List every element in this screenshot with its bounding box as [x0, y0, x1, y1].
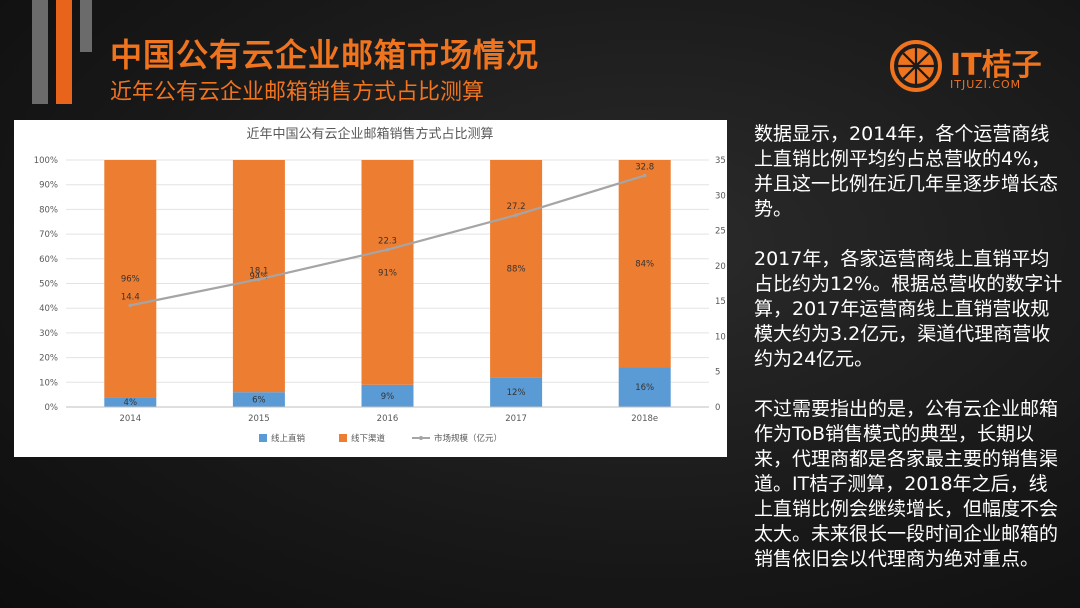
- bar-online: [104, 397, 157, 407]
- data-label-online: 12%: [507, 388, 526, 398]
- y2-tick-label: 30: [715, 191, 726, 201]
- page-title: 中国公有云企业邮箱市场情况: [110, 36, 540, 74]
- y2-tick-label: 10: [715, 332, 726, 342]
- y-tick-label: 90%: [39, 181, 58, 191]
- y2-tick-label: 5: [715, 368, 720, 378]
- x-tick-label: 2017: [505, 414, 527, 424]
- y-tick-label: 100%: [34, 156, 58, 166]
- y-axis-right: 0 5 10 15 20 25 30 35: [715, 156, 726, 413]
- data-label-online: 9%: [381, 392, 395, 402]
- y-tick-label: 10%: [39, 378, 58, 388]
- chart-svg: 近年中国公有云企业邮箱销售方式占比测算 0% 10% 20% 30% 40% 50% 60%…: [34, 126, 726, 444]
- data-label-offline: 91%: [378, 268, 397, 278]
- x-tick-label: 2015: [248, 414, 270, 424]
- legend-swatch: [339, 434, 347, 442]
- x-tick-label: 2018e: [631, 414, 658, 424]
- logo-domain: ITJUZI.COM: [950, 78, 1022, 91]
- decor-bar-orange: [56, 0, 72, 104]
- chart-legend: 线上直销 线下渠道 市场规模（亿元）: [259, 433, 502, 444]
- bar-online: [490, 377, 543, 407]
- legend-label: 线下渠道: [351, 433, 386, 444]
- y2-tick-label: 15: [715, 297, 726, 307]
- data-label-online: 6%: [252, 396, 266, 406]
- market-size-point: [128, 303, 133, 308]
- data-label-offline: 84%: [635, 260, 654, 270]
- brand-logo: IT桔子 ITJUZI.COM: [890, 36, 1060, 96]
- y-tick-label: 70%: [39, 230, 58, 240]
- legend-swatch: [259, 434, 267, 442]
- data-label-market: 32.8: [635, 163, 654, 173]
- market-size-point: [514, 213, 518, 217]
- y-tick-label: 50%: [39, 280, 58, 290]
- bar-offline: [490, 160, 543, 378]
- decor-bar-gray: [32, 0, 48, 104]
- y2-tick-label: 20: [715, 262, 726, 272]
- bar-offline: [618, 160, 671, 368]
- bar-offline: [104, 160, 157, 398]
- y2-tick-label: 35: [715, 156, 726, 166]
- paragraph-2: 2017年，各家运营商线上直销平均占比约为12%。根据总营收的数字计算，2017…: [754, 248, 1063, 370]
- data-label-market: 22.3: [378, 237, 397, 247]
- y-tick-label: 80%: [39, 205, 58, 215]
- data-label-offline: 94%: [249, 272, 268, 282]
- y-tick-label: 40%: [39, 304, 58, 314]
- bar-online: [232, 392, 285, 407]
- legend-label: 线上直销: [271, 433, 306, 444]
- data-label-market: 18.1: [249, 266, 268, 276]
- data-label-offline: 96%: [121, 275, 140, 285]
- x-tick-label: 2016: [377, 414, 399, 424]
- data-label-online: 4%: [124, 398, 138, 408]
- y-tick-label: 0%: [45, 403, 59, 413]
- x-tick-label: 2014: [119, 414, 141, 424]
- commentary-panel: 数据显示，2014年，各个运营商线上直销比例平均约占总营收的4%，并且这一比例在…: [754, 122, 1066, 597]
- market-size-line: 14.4 18.1 22.3 27.2 32.8: [121, 163, 654, 308]
- chart-title: 近年中国公有云企业邮箱销售方式占比测算: [246, 126, 493, 142]
- y-tick-label: 30%: [39, 329, 58, 339]
- market-size-point: [642, 173, 647, 178]
- paragraph-3: 不过需要指出的是，公有云企业邮箱作为ToB销售模式的典型，长期以来，代理商都是各…: [754, 398, 1059, 570]
- logo-name: IT桔子: [950, 48, 1042, 83]
- market-size-point: [385, 247, 390, 252]
- y-axis-left: 0% 10% 20% 30% 40% 50% 60% 70% 80% 90% 100%: [34, 156, 58, 413]
- chart-bars: 4% 96% 6% 94% 9% 91% 12% 88% 16% 84%: [104, 160, 671, 408]
- legend-swatch-dot: [419, 436, 423, 440]
- data-label-offline: 88%: [507, 265, 526, 275]
- x-axis: 2014 2015 2016 2017 2018e: [66, 406, 709, 424]
- paragraph-1: 数据显示，2014年，各个运营商线上直销比例平均约占总营收的4%，并且这一比例在…: [754, 123, 1059, 220]
- legend-label: 市场规模（亿元）: [434, 433, 502, 444]
- bar-online: [361, 384, 414, 407]
- market-size-point: [257, 277, 261, 282]
- y-tick-label: 20%: [39, 354, 58, 364]
- page-subtitle: 近年公有云企业邮箱销售方式占比测算: [110, 80, 485, 105]
- orange-slice-icon: [890, 40, 942, 92]
- bar-online: [618, 367, 671, 407]
- stacked-bar-chart: 近年中国公有云企业邮箱销售方式占比测算 0% 10% 20% 30% 40% 50% 60%…: [14, 120, 727, 457]
- data-label-online: 16%: [635, 383, 654, 393]
- data-label-market: 27.2: [507, 202, 526, 212]
- decor-bar-gray-short: [80, 0, 92, 52]
- data-label-market: 14.4: [121, 292, 140, 302]
- y-tick-label: 60%: [39, 255, 58, 265]
- bar-offline: [361, 160, 414, 385]
- y2-tick-label: 25: [715, 227, 726, 237]
- y2-tick-label: 0: [715, 403, 720, 413]
